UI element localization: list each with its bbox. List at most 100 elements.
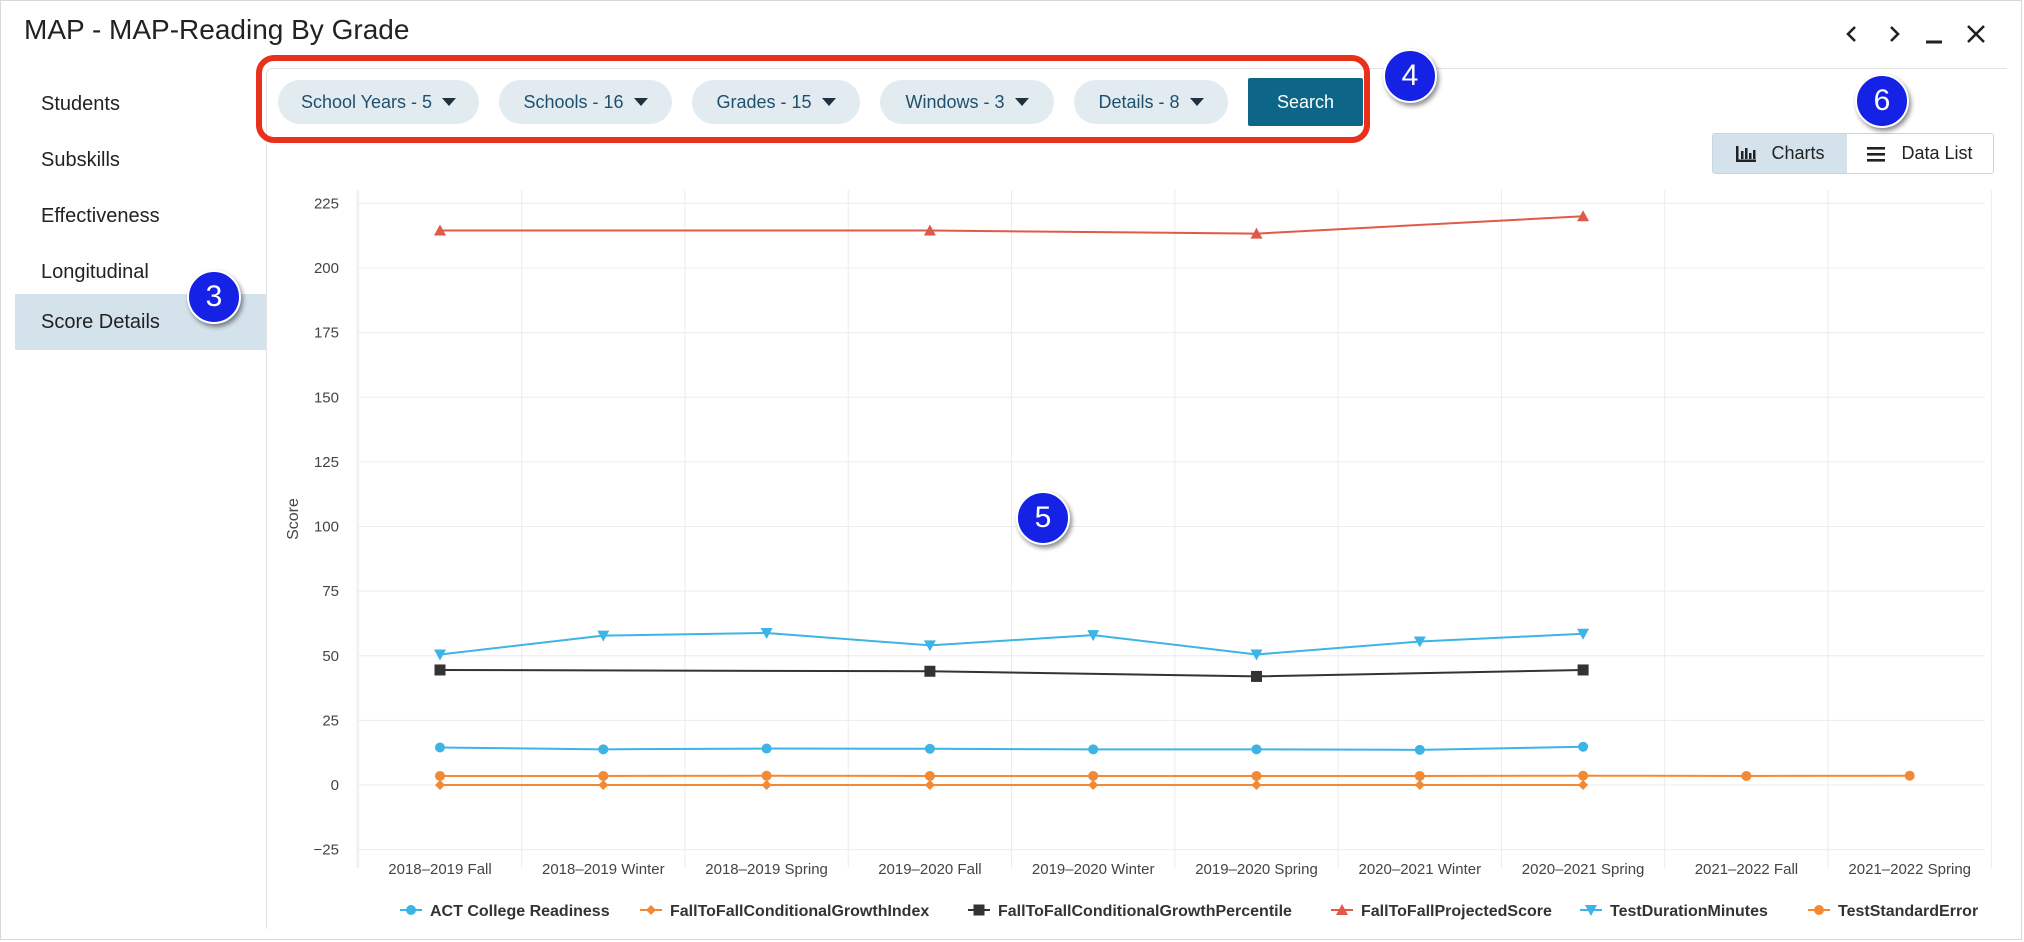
bar-chart-icon [1736,145,1757,162]
x-tick-label: 2018–2019 Winter [542,861,665,878]
close-button[interactable] [1958,16,1994,52]
sidebar-item-score-details[interactable]: Score Details [15,294,266,350]
caret-down-icon [633,98,648,106]
legend-label: FallToFallConditionalGrowthPercentile [998,903,1292,920]
y-tick-label: 200 [314,260,339,277]
data-point [434,649,446,661]
data-point [1250,649,1263,661]
list-icon [1867,146,1886,162]
search-button[interactable]: Search [1248,78,1363,126]
sidebar-item-label: Students [41,92,120,115]
legend-marker [406,905,416,915]
data-point [1251,780,1262,790]
legend-marker [1814,905,1824,915]
x-tick-label: 2019–2020 Winter [1032,861,1155,878]
data-list-toggle[interactable]: Data List [1847,134,1993,173]
filter-label: Windows - 3 [905,91,1005,112]
sidebar-item-longitudinal[interactable]: Longitudinal [15,244,266,300]
step-badge-4: 4 [1383,49,1437,103]
series-line-2 [439,668,1584,678]
series-line-3 [440,215,1584,235]
sidebar-item-subskills[interactable]: Subskills [15,132,266,188]
charts-toggle[interactable]: Charts [1713,134,1847,173]
data-point [435,742,445,753]
data-point [1578,741,1589,752]
data-point [1088,744,1099,755]
main-panel [266,68,2007,929]
data-point [1251,770,1262,781]
x-tick-label: 2019–2020 Fall [878,861,981,878]
filter-grades[interactable]: Grades - 15 [692,80,860,124]
data-point [1577,664,1589,676]
data-point [761,780,772,790]
legend-label: TestStandardError [1838,903,1978,920]
data-point [1578,780,1589,790]
x-tick-label: 2019–2020 Spring [1195,861,1318,878]
minimize-icon [1926,40,1942,44]
prev-button[interactable] [1834,16,1870,52]
sidebar-item-effectiveness[interactable]: Effectiveness [15,188,266,244]
step-badge-3: 3 [187,270,241,324]
data-point [1414,744,1425,755]
data-point [1577,628,1590,640]
y-tick-label: 125 [314,454,339,471]
window-title: MAP - MAP-Reading By Grade [24,14,410,45]
filter-windows[interactable]: Windows - 3 [880,80,1054,124]
filter-details[interactable]: Details - 8 [1074,80,1228,124]
data-point [1741,770,1752,781]
data-point [923,224,936,236]
data-point [1578,770,1589,781]
data-point [924,743,935,754]
data-point [761,770,772,781]
caret-down-icon [821,98,836,106]
legend-label: TestDurationMinutes [1610,903,1768,920]
sidebar-item-students[interactable]: Students [15,76,266,132]
charts-label: Charts [1771,143,1825,163]
data-point [1251,744,1262,755]
series-line-4 [439,632,1584,656]
filter-school-years[interactable]: School Years - 5 [278,80,479,124]
legend-marker [1585,905,1597,916]
x-tick-label: 2018–2019 Fall [388,861,491,878]
data-point [760,628,773,640]
sidebar-item-label: Longitudinal [41,260,149,283]
minimize-button[interactable] [1916,16,1952,52]
legend-marker [1336,904,1348,915]
filter-label: Schools - 16 [523,91,624,112]
filter-highlight-box [256,55,1370,143]
filter-schools[interactable]: Schools - 16 [499,80,672,124]
y-axis-label: Score [285,498,302,540]
data-point [1414,780,1425,790]
step-badge-6: 6 [1855,74,1909,128]
legend-marker [646,905,656,915]
data-point [924,780,935,790]
data-point [434,224,446,236]
legend-label: FallToFallConditionalGrowthIndex [670,903,929,920]
legend-label: FallToFallProjectedScore [1361,903,1552,920]
data-point [1413,636,1426,648]
data-point [1250,227,1263,239]
y-tick-label: 100 [314,519,339,536]
caret-down-icon [442,98,457,106]
x-tick-label: 2018–2019 Spring [705,861,828,878]
sidebar: Students Subskills Effectiveness Longitu… [0,76,267,926]
filter-label: School Years - 5 [300,91,433,112]
x-tick-label: 2021–2022 Spring [1848,861,1971,878]
y-tick-label: 75 [322,583,339,600]
close-icon [1967,25,1985,43]
data-point [598,770,609,781]
y-tick-label: 25 [322,712,339,729]
caret-down-icon [1189,98,1204,106]
data-point [1088,770,1099,781]
chevron-left-icon [1846,26,1856,42]
y-tick-label: −25 [314,842,339,859]
legend-label: ACT College Readiness [430,903,610,920]
next-button[interactable] [1876,16,1912,52]
legend-marker [973,904,985,916]
data-point [1251,670,1262,682]
data-point [1414,770,1425,781]
data-point [435,780,445,790]
step-badge-5: 5 [1016,491,1070,545]
